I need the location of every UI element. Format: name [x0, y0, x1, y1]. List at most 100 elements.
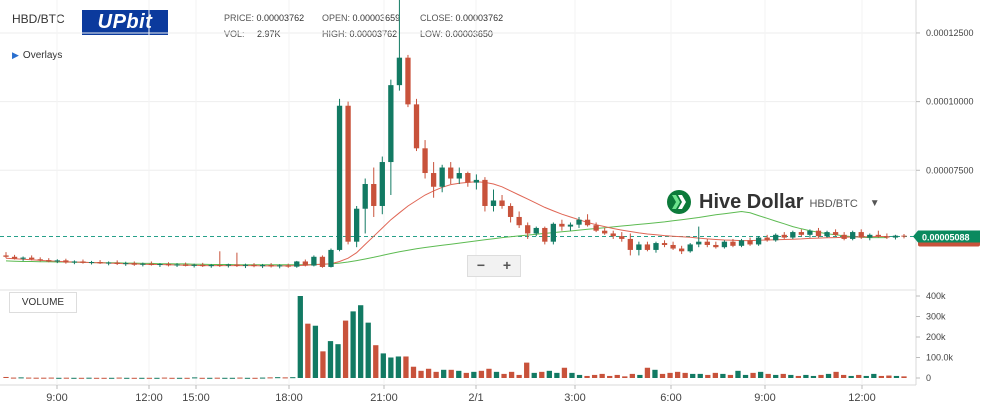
volume-bar [222, 377, 228, 379]
hive-logo-icon [667, 190, 691, 214]
volume-bar [86, 377, 92, 379]
candle-body [901, 235, 907, 237]
candle-body [670, 244, 676, 249]
volume-bar [840, 374, 847, 378]
volume-bar [244, 377, 251, 379]
brand-pair: HBD/BTC [809, 198, 858, 210]
volume-bar [25, 377, 32, 379]
volume-bar [501, 373, 507, 378]
volume-bar [765, 373, 771, 378]
time-tick-label: 18:00 [275, 392, 303, 404]
high-label: HIGH: [322, 29, 348, 39]
high-value: 0.00003762 [349, 29, 398, 39]
volume-bar [109, 377, 115, 379]
candle-body [302, 261, 308, 266]
candle-body [507, 205, 514, 217]
volume-bar [508, 371, 515, 378]
close-readout: CLOSE: 0.00003762 [420, 13, 503, 23]
volume-bar [546, 370, 552, 378]
candle-body [713, 244, 719, 248]
candle-body [696, 241, 702, 245]
zoom-out-button[interactable]: − [476, 257, 486, 273]
volume-bar [116, 377, 122, 379]
zoom-in-button[interactable]: + [502, 257, 512, 273]
volume-bar [373, 345, 379, 378]
volume-bar [463, 372, 469, 378]
candle-body [730, 241, 736, 246]
volume-bar [833, 371, 839, 378]
volume-bar [139, 377, 145, 379]
price-tick-label: 0.00010000 [926, 97, 974, 107]
candles [3, 0, 907, 269]
low-value: 0.00003650 [445, 29, 493, 39]
candle-body [661, 243, 668, 245]
volume-bar [101, 377, 107, 379]
volume-bar [410, 366, 417, 378]
volume-bar [131, 377, 137, 379]
brand-overlay[interactable]: Hive Dollar HBD/BTC ▼ [665, 187, 880, 217]
volume-bar [3, 376, 9, 378]
volume-bars [3, 296, 907, 379]
volume-bar [856, 374, 862, 378]
candle-body [653, 243, 659, 250]
axes: 0.00012500 0.00010000 0.00007500 9:00 12:00 1… [46, 28, 980, 404]
time-tick-label: 15:00 [182, 392, 210, 404]
candle-body [388, 85, 394, 163]
candle-body [499, 200, 505, 206]
volume-bar [810, 375, 817, 378]
volume-bar [403, 356, 409, 378]
brand-name: Hive Dollar [699, 190, 804, 213]
volume-bar [78, 377, 85, 379]
volume-bar [425, 368, 432, 378]
candle-body [268, 265, 274, 267]
candle-body [259, 265, 266, 267]
volume-bar [395, 356, 402, 378]
low-readout: LOW: 0.00003650 [420, 29, 493, 39]
candle-body [353, 208, 360, 242]
candle-body [413, 104, 420, 149]
candle-body [465, 173, 471, 183]
triangle-right-icon: ▶ [12, 50, 19, 60]
candle-body [114, 262, 120, 264]
volume-bar [848, 375, 854, 378]
volume-bar [41, 377, 47, 379]
volume-bar [10, 377, 17, 379]
caret-down-icon[interactable]: ▼ [869, 197, 880, 209]
volume-bar [207, 377, 213, 379]
time-tick-label: 21:00 [370, 392, 398, 404]
volume-bar [818, 374, 824, 378]
candle-body [815, 230, 822, 237]
price-badge-label: 0.00005088 [922, 233, 970, 243]
volume-bar [493, 371, 500, 378]
candle-body [311, 256, 317, 266]
volume-bar [169, 377, 175, 379]
volume-bar [757, 371, 764, 378]
volume-button[interactable]: VOLUME [9, 292, 77, 313]
volume-bar [863, 375, 869, 378]
volume-bar [33, 377, 39, 379]
candle-body [319, 256, 326, 267]
volume-bar [773, 374, 779, 378]
volume-bar [327, 341, 334, 378]
volume-bar [705, 374, 711, 378]
volume-bar [629, 373, 635, 378]
candle-body [584, 219, 591, 226]
candle-body [644, 244, 651, 250]
candle-body [131, 263, 137, 265]
volume-bar [720, 373, 726, 378]
close-label: CLOSE: [420, 13, 454, 23]
candle-body [328, 249, 334, 267]
candle-body [3, 255, 9, 257]
zoom-control: − + [467, 255, 521, 277]
candle-body [773, 234, 779, 241]
overlays-toggle[interactable]: ▶ Overlays [12, 50, 62, 61]
volume-bar [667, 372, 673, 378]
volume-bar [727, 374, 734, 378]
candle-body [559, 223, 565, 227]
candle-body [602, 230, 608, 234]
volume-bar [199, 377, 205, 379]
volume-bar [576, 374, 583, 378]
volume-bar [146, 377, 153, 379]
candle-body [473, 179, 480, 183]
